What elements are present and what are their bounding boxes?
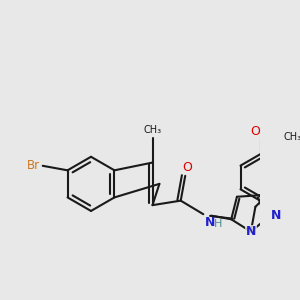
Text: O: O <box>183 160 192 174</box>
Text: N: N <box>204 216 215 230</box>
Text: CH₃: CH₃ <box>143 125 162 135</box>
Text: CH₃: CH₃ <box>284 132 300 142</box>
Text: N: N <box>246 225 256 238</box>
Text: O: O <box>250 125 260 138</box>
Text: N: N <box>271 209 281 222</box>
Text: Br: Br <box>27 159 40 172</box>
Text: H: H <box>214 219 222 229</box>
